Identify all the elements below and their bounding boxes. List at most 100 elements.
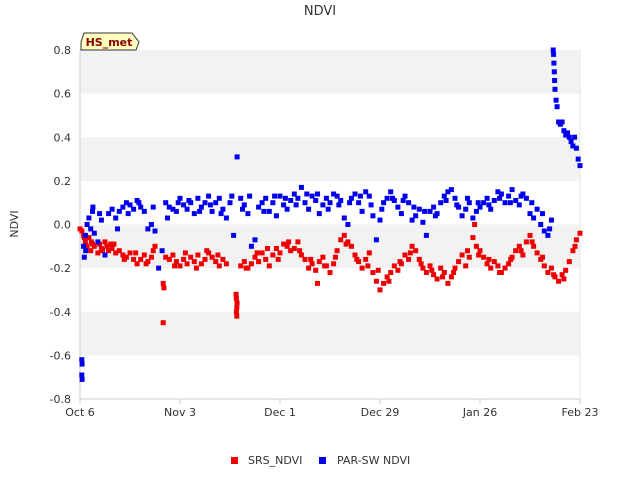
point-parsw [531, 215, 537, 221]
point-parsw [363, 189, 369, 195]
point-parsw [347, 200, 353, 206]
point-srs [84, 243, 90, 249]
point-srs [254, 250, 260, 256]
point-srs [513, 248, 519, 254]
point-parsw [282, 195, 288, 201]
point-srs [448, 274, 454, 280]
point-parsw [209, 208, 215, 214]
point-srs [459, 252, 465, 258]
point-srs [473, 243, 479, 249]
point-srs [451, 270, 457, 275]
point-srs [173, 259, 179, 265]
point-srs [438, 265, 444, 271]
point-srs [160, 320, 166, 326]
point-parsw [91, 230, 97, 236]
x-axis-ticks: Oct 6 Nov 3 Dec 1 Dec 29 Jan 26 Feb 23 [65, 399, 598, 419]
point-srs [288, 248, 294, 254]
point-parsw [529, 200, 535, 206]
point-srs [370, 270, 376, 275]
legend-label-srs: SRS_NDVI [248, 454, 302, 467]
point-parsw [454, 202, 460, 208]
point-parsw [379, 206, 385, 212]
grid-band [80, 137, 580, 181]
point-parsw [443, 198, 449, 203]
point-srs [233, 291, 239, 297]
point-srs [277, 250, 283, 256]
point-parsw [259, 200, 265, 206]
point-srs [86, 235, 92, 241]
point-parsw [84, 222, 90, 227]
x-tick-label: Dec 29 [361, 406, 400, 419]
point-parsw [572, 134, 578, 140]
point-parsw [213, 200, 219, 206]
point-parsw [551, 69, 557, 75]
point-parsw [195, 195, 201, 201]
y-tick-label: 0.8 [54, 44, 72, 57]
point-srs [440, 274, 445, 280]
point-srs [559, 272, 565, 278]
point-parsw [288, 198, 294, 203]
point-srs [182, 250, 188, 256]
point-parsw [357, 193, 363, 199]
point-srs [202, 256, 208, 262]
point-parsw [120, 204, 126, 210]
point-parsw [191, 211, 197, 217]
point-parsw [231, 232, 237, 238]
point-parsw [411, 204, 417, 210]
point-parsw [573, 145, 579, 151]
point-parsw [502, 200, 508, 206]
point-srs [486, 256, 492, 262]
point-parsw [554, 104, 560, 110]
point-srs [215, 252, 221, 258]
point-srs [488, 265, 494, 271]
point-srs [127, 250, 133, 256]
point-srs [373, 278, 379, 284]
point-parsw [306, 206, 312, 212]
point-srs [238, 263, 244, 269]
point-srs [102, 239, 108, 245]
point-srs [308, 256, 314, 262]
point-srs [100, 248, 105, 254]
point-srs [570, 248, 576, 254]
y-tick-label: 0.2 [54, 175, 72, 188]
point-srs [234, 300, 240, 306]
point-parsw [81, 254, 87, 260]
point-parsw [331, 191, 337, 197]
point-srs [381, 280, 387, 286]
point-parsw [113, 215, 119, 221]
point-parsw [227, 200, 233, 206]
point-srs [331, 261, 337, 267]
point-parsw [551, 60, 557, 66]
point-parsw [156, 265, 162, 271]
point-parsw [470, 215, 476, 221]
point-parsw [320, 202, 326, 208]
point-parsw [79, 357, 85, 363]
point-srs [286, 239, 292, 245]
point-parsw [220, 206, 226, 212]
point-parsw [245, 211, 251, 217]
point-parsw [295, 195, 301, 201]
point-srs [160, 280, 166, 286]
point-parsw [82, 232, 88, 238]
point-parsw [229, 193, 235, 199]
point-srs [572, 243, 578, 249]
point-srs [106, 248, 112, 254]
point-srs [109, 246, 115, 251]
point-parsw [277, 193, 283, 199]
point-parsw [370, 213, 376, 219]
point-parsw [552, 86, 558, 92]
point-srs [365, 263, 371, 269]
point-parsw [127, 202, 133, 208]
point-srs [191, 259, 197, 265]
point-parsw [441, 193, 447, 199]
point-parsw [432, 213, 438, 219]
point-parsw [252, 237, 258, 243]
point-parsw [420, 219, 426, 225]
point-parsw [247, 193, 253, 199]
point-srs [302, 256, 308, 262]
point-parsw [373, 237, 379, 243]
grid-band [80, 50, 580, 94]
point-parsw [97, 211, 103, 217]
point-parsw [202, 200, 208, 206]
